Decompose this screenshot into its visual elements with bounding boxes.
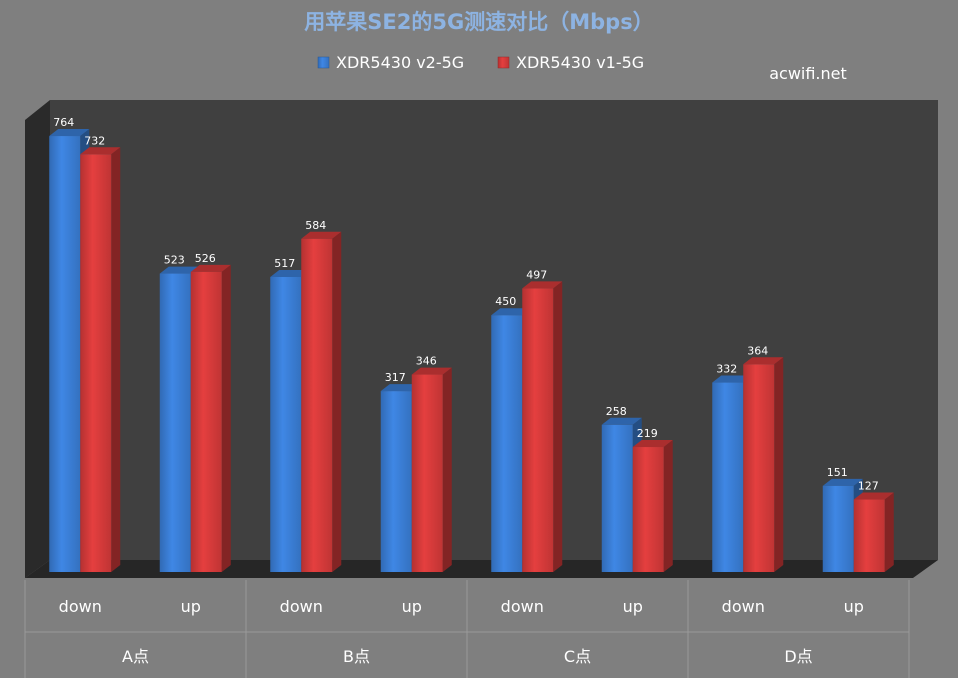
bar-top [632, 440, 673, 448]
floor [25, 560, 938, 578]
bar-front [522, 288, 554, 572]
left-wall [25, 100, 50, 578]
group-label-4: D点 [784, 647, 812, 666]
bar-front [712, 382, 744, 572]
bar-up-4-series-2 [411, 367, 452, 572]
tick-labels: down up down up down up down up [59, 597, 864, 616]
bar-top [522, 281, 563, 289]
data-label-3-series-2: 584 [305, 219, 326, 232]
bar-up-8-series-2 [853, 492, 894, 572]
data-label-3-series-1: 517 [274, 257, 295, 270]
bar-side [884, 492, 894, 572]
bar-front [411, 374, 443, 572]
bar-front [743, 364, 775, 572]
tick-label-4: up [402, 597, 422, 616]
bar-side [553, 281, 563, 572]
legend-swatch-1 [317, 56, 330, 69]
data-label-8-series-1: 151 [827, 466, 848, 479]
bar-top [743, 357, 784, 365]
bar-up-2-series-2 [190, 264, 231, 572]
bar-side [332, 231, 342, 572]
bar-front [301, 238, 333, 572]
data-label-5-series-1: 450 [495, 295, 516, 308]
bar-top [49, 129, 90, 137]
bar-front [380, 391, 412, 572]
bar-down-5-series-2 [522, 281, 563, 572]
tick-label-1: down [59, 597, 102, 616]
data-label-7-series-2: 364 [747, 344, 768, 357]
data-label-1-series-1: 764 [53, 116, 74, 129]
bar-down-3-series-2 [301, 231, 342, 572]
bar-side [111, 147, 121, 573]
bar-front [270, 276, 302, 572]
group-labels: A点 B点 C点 D点 [122, 647, 813, 666]
bar-top [601, 417, 642, 425]
data-label-5-series-2: 497 [526, 268, 547, 281]
data-label-1-series-2: 732 [84, 134, 105, 147]
data-label-4-series-1: 317 [385, 371, 406, 384]
bar-side [774, 357, 784, 572]
legend-label-1: XDR5430 v2-5G [336, 53, 464, 72]
bar-front [822, 485, 854, 572]
bar-top [190, 264, 231, 272]
tick-label-8: up [844, 597, 864, 616]
group-label-3: C点 [564, 647, 591, 666]
bar-side [221, 264, 231, 572]
data-labels: 764 732 523 526 517 584 317 346 450 497 258 219 332 3… [53, 116, 879, 492]
bar-top [712, 375, 753, 383]
tick-label-7: down [722, 597, 765, 616]
bar-front [49, 136, 81, 573]
bar-front [159, 273, 191, 572]
bar-front [853, 499, 885, 572]
bar-top [380, 384, 421, 392]
bar-up-6-series-2 [632, 440, 673, 572]
bar-down-7-series-2 [743, 357, 784, 572]
bar-side [663, 440, 673, 572]
chart-title: 用苹果SE2的5G测速对比（Mbps） [304, 10, 653, 34]
data-label-8-series-2: 127 [858, 480, 879, 493]
category-table [24, 580, 910, 678]
group-label-2: B点 [343, 647, 370, 666]
bar-top [853, 492, 894, 500]
group-label-1: A点 [122, 647, 149, 666]
legend-swatch-2 [497, 56, 510, 69]
legend-label-2: XDR5430 v1-5G [516, 53, 644, 72]
bar-front [80, 154, 112, 573]
bar-front [491, 315, 523, 572]
data-label-2-series-1: 523 [164, 254, 185, 267]
data-label-6-series-1: 258 [606, 405, 627, 418]
bar-top [411, 367, 452, 375]
tick-label-6: up [623, 597, 643, 616]
bar-front [601, 424, 633, 572]
legend: XDR5430 v2-5G XDR5430 v1-5G [317, 53, 644, 72]
bar-top [159, 266, 200, 274]
data-label-2-series-2: 526 [195, 252, 216, 265]
bar-side [442, 367, 452, 572]
tick-label-3: down [280, 597, 323, 616]
tick-label-2: up [181, 597, 201, 616]
bar-top [822, 478, 863, 486]
bars [49, 129, 894, 573]
bar-front [190, 271, 222, 572]
bar-down-1-series-2 [80, 147, 121, 573]
bar-front [632, 447, 664, 572]
watermark: acwifi.net [769, 64, 847, 83]
data-label-6-series-2: 219 [637, 427, 658, 440]
data-label-7-series-1: 332 [716, 363, 737, 376]
bar-top [301, 231, 342, 239]
tick-label-5: down [501, 597, 544, 616]
bar-top [491, 308, 532, 316]
data-label-4-series-2: 346 [416, 355, 437, 368]
bar-top [270, 269, 311, 277]
bar-top [80, 147, 121, 155]
